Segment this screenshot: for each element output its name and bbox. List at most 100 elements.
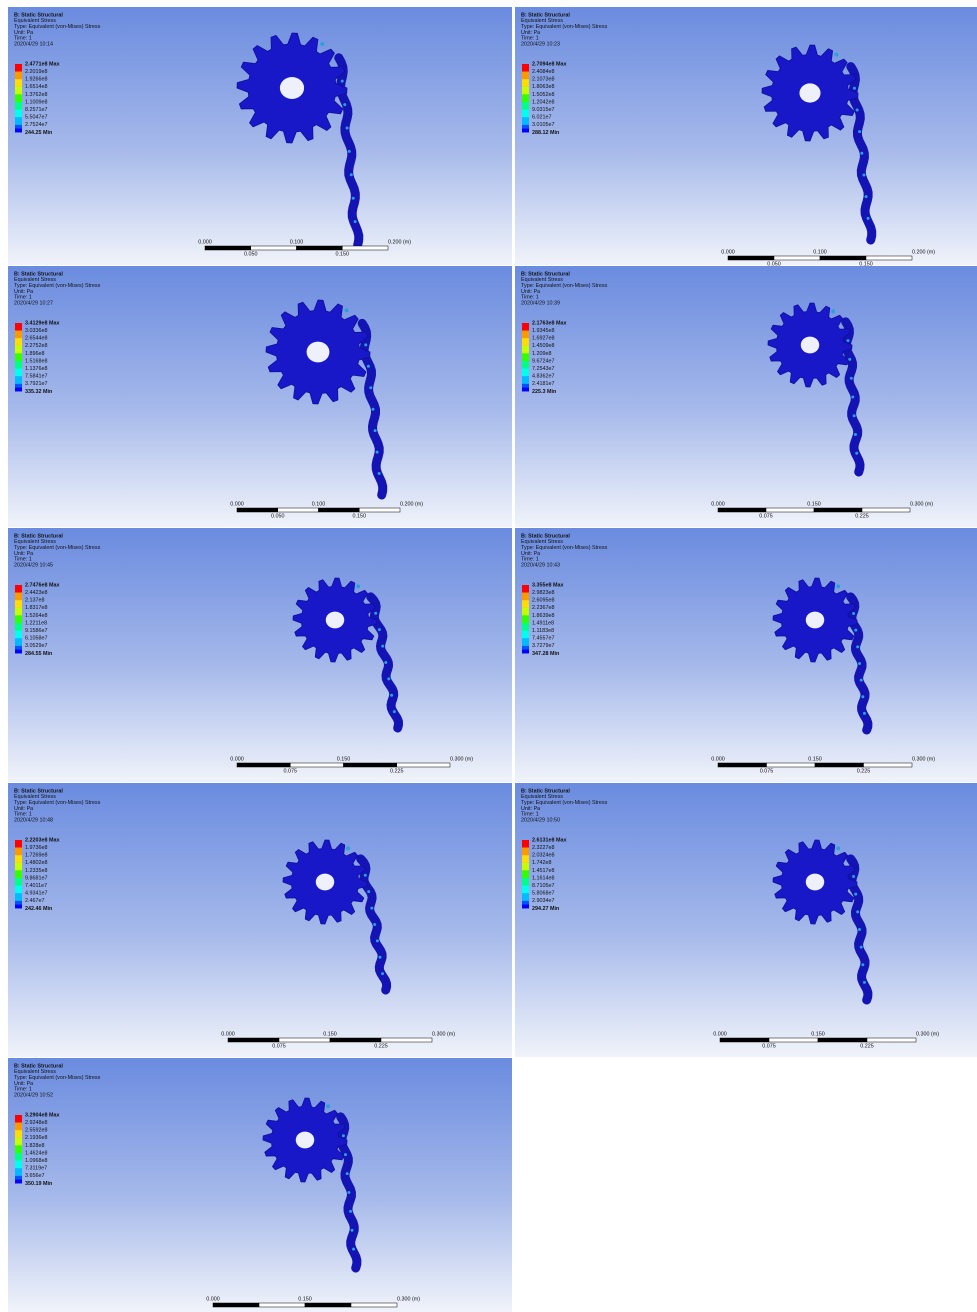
legend-swatch — [522, 388, 529, 392]
stress-spot — [346, 126, 349, 129]
legend-swatch — [522, 323, 529, 331]
scale-label: 0.075 — [272, 1043, 286, 1049]
legend-swatch — [15, 1180, 22, 1184]
legend-swatch — [15, 593, 22, 601]
panel-background — [8, 266, 512, 527]
stress-spot — [865, 195, 868, 198]
legend-label: 244.25 Min — [25, 130, 52, 136]
legend-label: 1.1183e8 — [532, 628, 554, 634]
legend-swatch — [15, 638, 22, 646]
legend-swatch — [15, 376, 22, 384]
panel-info: 2020/4/29 10:39 — [521, 300, 560, 306]
legend-label: 2.1763e8 Max — [532, 320, 566, 326]
stress-spot — [367, 365, 370, 368]
legend-label: 3.4129e8 Max — [25, 320, 59, 326]
result-panel: B: Static StructuralEquivalent StressTyp… — [515, 783, 977, 1057]
scale-bar-segment — [259, 1303, 305, 1307]
legend-swatch — [522, 87, 529, 95]
legend-label: 1.2211e8 — [25, 620, 47, 626]
legend-label: 225.3 Min — [532, 389, 556, 395]
scale-label: 0.225 — [390, 768, 404, 774]
stress-spot — [356, 584, 360, 588]
legend-swatch — [15, 1123, 22, 1131]
legend-label: 4.9341e7 — [25, 891, 47, 897]
legend-swatch — [522, 346, 529, 354]
legend-label: 8.7105e7 — [532, 883, 554, 889]
legend-label: 2.2203e8 Max — [25, 837, 59, 843]
legend-swatch — [15, 110, 22, 118]
sprocket-hole — [806, 874, 824, 891]
legend-swatch — [522, 129, 529, 133]
stress-spot — [378, 472, 381, 475]
legend-swatch — [15, 323, 22, 331]
legend-label: 2.9034e7 — [532, 898, 554, 904]
legend-label: 1.8639e8 — [532, 613, 554, 619]
stress-spot — [851, 395, 854, 398]
legend-swatch — [522, 638, 529, 646]
panel-background — [8, 7, 512, 265]
result-panel: B: Static StructuralEquivalent StressTyp… — [8, 266, 512, 527]
scale-bar-segment — [397, 763, 450, 767]
scale-bar-segment — [866, 256, 912, 260]
legend-swatch — [15, 388, 22, 392]
scale-label: 0.150 — [336, 251, 350, 257]
stress-spot — [862, 173, 865, 176]
scale-label: 0.000 — [230, 501, 244, 507]
sprocket-hole — [799, 83, 820, 102]
scale-label: 0.300 (m) — [397, 1296, 420, 1302]
legend-label: 1.8317e8 — [25, 605, 47, 611]
legend-label: 1.2042e8 — [532, 99, 554, 105]
scale-label: 0.100 — [312, 501, 326, 507]
scale-bar-segment — [297, 246, 343, 250]
legend-label: 1.6927e8 — [532, 336, 554, 342]
panel-info: 2020/4/29 10:48 — [14, 817, 53, 823]
scale-bar-segment — [278, 508, 319, 512]
panel-info: 2020/4/29 10:45 — [14, 562, 53, 568]
scale-label: 0.300 (m) — [432, 1031, 455, 1037]
legend-swatch — [15, 600, 22, 608]
legend-label: 2.1073e8 — [532, 77, 554, 83]
stress-spot — [855, 452, 858, 455]
legend-swatch — [522, 863, 529, 871]
legend-swatch — [15, 870, 22, 878]
legend-label: 2.3227e8 — [532, 845, 554, 851]
scale-bar-segment — [766, 508, 814, 512]
stress-spot — [858, 928, 861, 931]
stress-spot — [350, 173, 353, 176]
legend-label: 7.3119e7 — [25, 1166, 47, 1172]
legend-label: 242.46 Min — [25, 906, 52, 912]
legend-label: 6.021e7 — [532, 115, 552, 121]
stress-spot — [352, 1248, 355, 1251]
scale-bar-segment — [862, 508, 910, 512]
scale-bar-segment — [290, 763, 343, 767]
page: B: Static StructuralEquivalent StressTyp… — [0, 0, 977, 1312]
sprocket-hole — [801, 337, 819, 354]
legend-swatch — [15, 615, 22, 623]
stress-spot — [364, 874, 367, 877]
stress-spot — [381, 645, 384, 648]
scale-bar-segment — [213, 1303, 259, 1307]
stress-spot — [326, 1104, 330, 1108]
legend-label: 2.4423e8 — [25, 590, 47, 596]
legend-swatch — [522, 905, 529, 909]
stress-spot — [861, 963, 864, 966]
legend-label: 2.2752e8 — [25, 343, 47, 349]
scale-bar-segment — [351, 1303, 397, 1307]
scale-bar-segment — [279, 1038, 330, 1042]
scale-bar-segment — [820, 256, 866, 260]
legend-swatch — [522, 331, 529, 339]
legend-label: 1.4624e8 — [25, 1150, 47, 1156]
scale-label: 0.200 (m) — [388, 239, 411, 245]
scale-label: 0.150 — [298, 1296, 312, 1302]
legend-swatch — [15, 855, 22, 863]
panel-background — [8, 1058, 512, 1312]
legend-swatch — [15, 102, 22, 110]
legend-swatch — [522, 893, 529, 901]
legend-label: 2.0324e8 — [532, 853, 554, 859]
panel-info: 2020/4/29 10:50 — [521, 817, 560, 823]
stress-spot — [853, 414, 856, 417]
scale-label: 0.225 — [855, 513, 869, 519]
legend-label: 3.0336e8 — [25, 328, 47, 334]
legend-label: 1.896e8 — [25, 351, 45, 357]
